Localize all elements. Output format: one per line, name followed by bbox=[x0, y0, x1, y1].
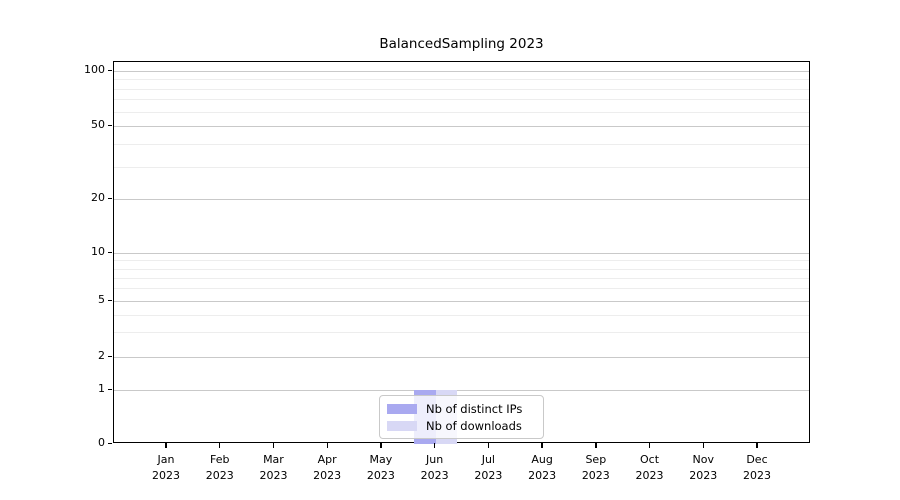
y-tick-mark bbox=[108, 197, 112, 199]
minor-gridline bbox=[114, 143, 809, 145]
y-tick-label: 20 bbox=[91, 191, 105, 204]
y-tick-mark bbox=[108, 124, 112, 126]
legend-label-downloads: Nb of downloads bbox=[426, 418, 522, 433]
x-tick-mark bbox=[434, 443, 436, 448]
chart-title: BalancedSampling 2023 bbox=[379, 36, 544, 52]
x-tick-label: Feb 2023 bbox=[205, 453, 234, 482]
major-gridline bbox=[114, 71, 809, 72]
x-tick-mark bbox=[380, 443, 382, 448]
x-tick-mark bbox=[756, 443, 758, 448]
y-tick-label: 1 bbox=[98, 382, 105, 395]
y-tick-mark bbox=[108, 299, 112, 301]
plot-area: Nb of distinct IPs Nb of downloads bbox=[113, 61, 810, 444]
minor-gridline bbox=[114, 99, 809, 101]
minor-gridline bbox=[114, 260, 809, 262]
legend-swatch-downloads-icon bbox=[387, 420, 417, 431]
x-tick-mark bbox=[272, 443, 275, 448]
legend-swatch-distinct-ips-icon bbox=[387, 403, 417, 414]
minor-gridline bbox=[114, 166, 809, 168]
major-gridline bbox=[114, 390, 809, 391]
legend: Nb of distinct IPs Nb of downloads bbox=[379, 395, 544, 439]
legend-item-distinct-ips: Nb of distinct IPs bbox=[387, 402, 536, 416]
minor-gridline bbox=[114, 314, 809, 316]
major-gridline bbox=[114, 357, 809, 358]
y-tick-mark bbox=[108, 355, 112, 357]
minor-gridline bbox=[114, 111, 809, 113]
major-gridline bbox=[114, 199, 809, 200]
x-tick-label: Nov 2023 bbox=[689, 453, 718, 482]
x-tick-label: Dec 2023 bbox=[742, 453, 771, 482]
major-gridline bbox=[114, 126, 809, 127]
minor-gridline bbox=[114, 79, 809, 81]
x-tick-mark bbox=[541, 443, 543, 448]
x-tick-label: Oct 2023 bbox=[635, 453, 664, 482]
major-gridline bbox=[114, 301, 809, 302]
y-tick-mark bbox=[108, 69, 112, 71]
x-tick-label: Apr 2023 bbox=[313, 453, 342, 482]
legend-label-distinct-ips: Nb of distinct IPs bbox=[426, 401, 523, 416]
x-tick-label: Jul 2023 bbox=[474, 453, 503, 482]
y-tick-label: 0 bbox=[98, 436, 105, 449]
y-tick-label: 2 bbox=[98, 349, 105, 362]
x-tick-label: Jun 2023 bbox=[420, 453, 449, 482]
x-tick-label: May 2023 bbox=[366, 453, 395, 482]
major-gridline bbox=[114, 253, 809, 254]
x-tick-mark bbox=[595, 443, 597, 448]
x-tick-label: Jan 2023 bbox=[152, 453, 180, 482]
x-tick-label: Mar 2023 bbox=[259, 453, 288, 482]
x-tick-label: Sep 2023 bbox=[581, 453, 610, 482]
minor-gridline bbox=[114, 268, 809, 270]
x-tick-mark bbox=[487, 443, 490, 448]
minor-gridline bbox=[114, 277, 809, 279]
x-tick-mark bbox=[702, 443, 704, 448]
x-tick-label: Aug 2023 bbox=[528, 453, 557, 482]
minor-gridline bbox=[114, 88, 809, 90]
legend-item-downloads: Nb of downloads bbox=[387, 419, 536, 433]
x-tick-mark bbox=[219, 443, 221, 448]
y-tick-mark bbox=[108, 251, 112, 253]
y-tick-label: 10 bbox=[91, 245, 105, 258]
x-tick-mark bbox=[648, 443, 651, 448]
x-tick-mark bbox=[165, 443, 167, 448]
x-tick-mark bbox=[326, 443, 328, 448]
minor-gridline bbox=[114, 288, 809, 290]
y-tick-mark bbox=[108, 388, 112, 390]
plot-canvas: Nb of distinct IPs Nb of downloads bbox=[114, 62, 809, 444]
y-tick-label: 100 bbox=[84, 63, 105, 76]
minor-gridline bbox=[114, 332, 809, 334]
y-tick-mark bbox=[108, 442, 112, 444]
y-tick-label: 50 bbox=[91, 118, 105, 131]
y-tick-label: 5 bbox=[98, 293, 105, 306]
